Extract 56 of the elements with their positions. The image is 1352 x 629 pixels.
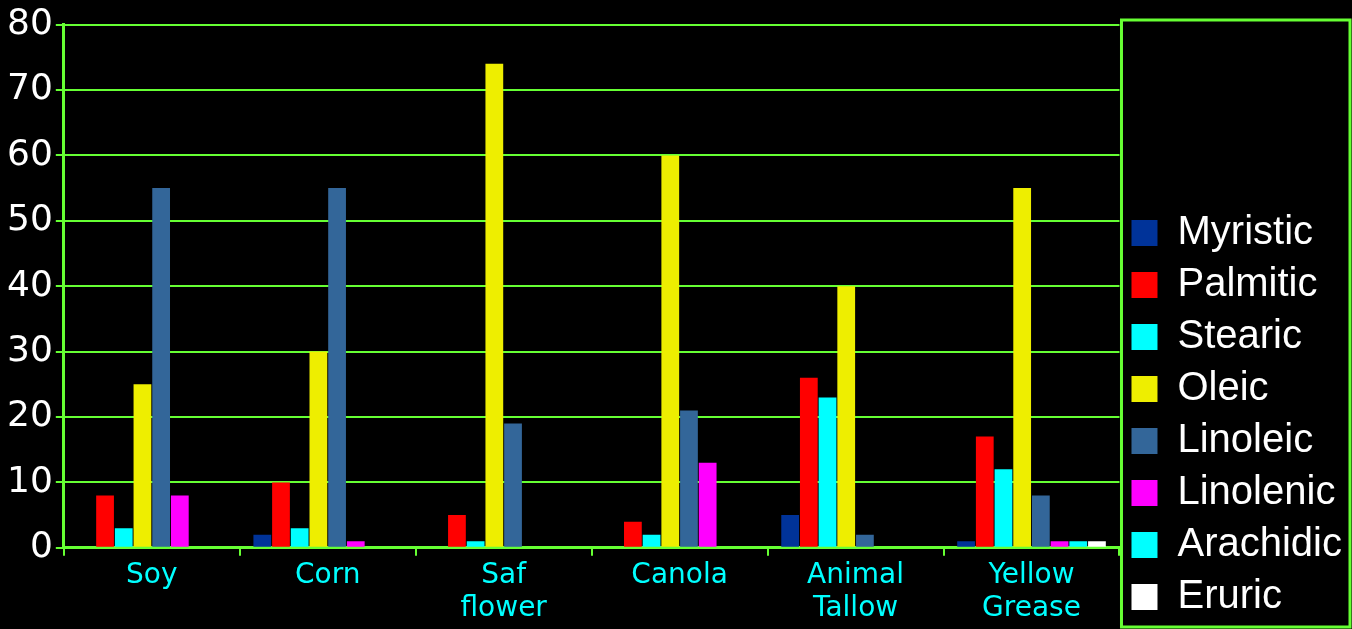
y-tick-label: 10 (7, 458, 53, 500)
bar (309, 351, 328, 547)
bar (466, 541, 485, 547)
bar (818, 397, 837, 547)
bar (680, 410, 698, 547)
bar (1013, 188, 1032, 547)
y-tick-label: 40 (7, 262, 53, 304)
bar (133, 384, 152, 547)
bar (96, 495, 114, 547)
legend-label: Eruric (1177, 572, 1282, 617)
bar (253, 534, 272, 547)
bar (1088, 541, 1106, 547)
y-tick-label: 0 (29, 524, 53, 566)
legend-label: Linolenic (1177, 468, 1336, 513)
bar (328, 188, 346, 547)
bar (781, 515, 800, 547)
y-tick-label: 70 (7, 66, 53, 108)
bar (661, 155, 680, 547)
bar (346, 541, 365, 547)
x-tick-label: Canola (631, 556, 728, 590)
legend-label: Myristic (1177, 208, 1314, 253)
x-tick-label: Animal Tallow (807, 556, 905, 624)
y-tick-label: 60 (7, 131, 53, 173)
legend-label: Oleic (1177, 364, 1269, 409)
legend-label: Linoleic (1177, 416, 1314, 461)
bar (837, 286, 856, 547)
legend-label: Stearic (1177, 312, 1302, 357)
bar (485, 63, 504, 547)
bar (856, 534, 874, 547)
bar (975, 436, 994, 547)
bar (504, 423, 522, 547)
bar (290, 528, 309, 547)
bar (448, 515, 466, 547)
bar (272, 482, 290, 547)
bar (114, 528, 133, 547)
bar (957, 541, 975, 547)
bar (799, 377, 818, 547)
legend-label: Arachidic (1177, 520, 1342, 565)
bar (1050, 541, 1069, 547)
x-tick-label: Corn (295, 556, 361, 590)
y-tick-label: 20 (7, 393, 53, 435)
bar (698, 462, 717, 547)
bar (152, 188, 171, 547)
y-tick-label: 50 (7, 197, 53, 239)
x-tick-label: Saf flower (460, 556, 548, 624)
bar (994, 469, 1013, 547)
bar (1069, 541, 1088, 547)
bar (642, 534, 661, 547)
x-tick-label: Yellow Grease (982, 556, 1081, 624)
bar (624, 521, 642, 547)
legend-label: Palmitic (1177, 260, 1318, 305)
bar (1031, 495, 1050, 547)
y-tick-label: 30 (7, 327, 53, 369)
x-tick-label: Soy (126, 556, 178, 590)
y-tick-label: 80 (7, 0, 53, 42)
bar (170, 495, 189, 547)
